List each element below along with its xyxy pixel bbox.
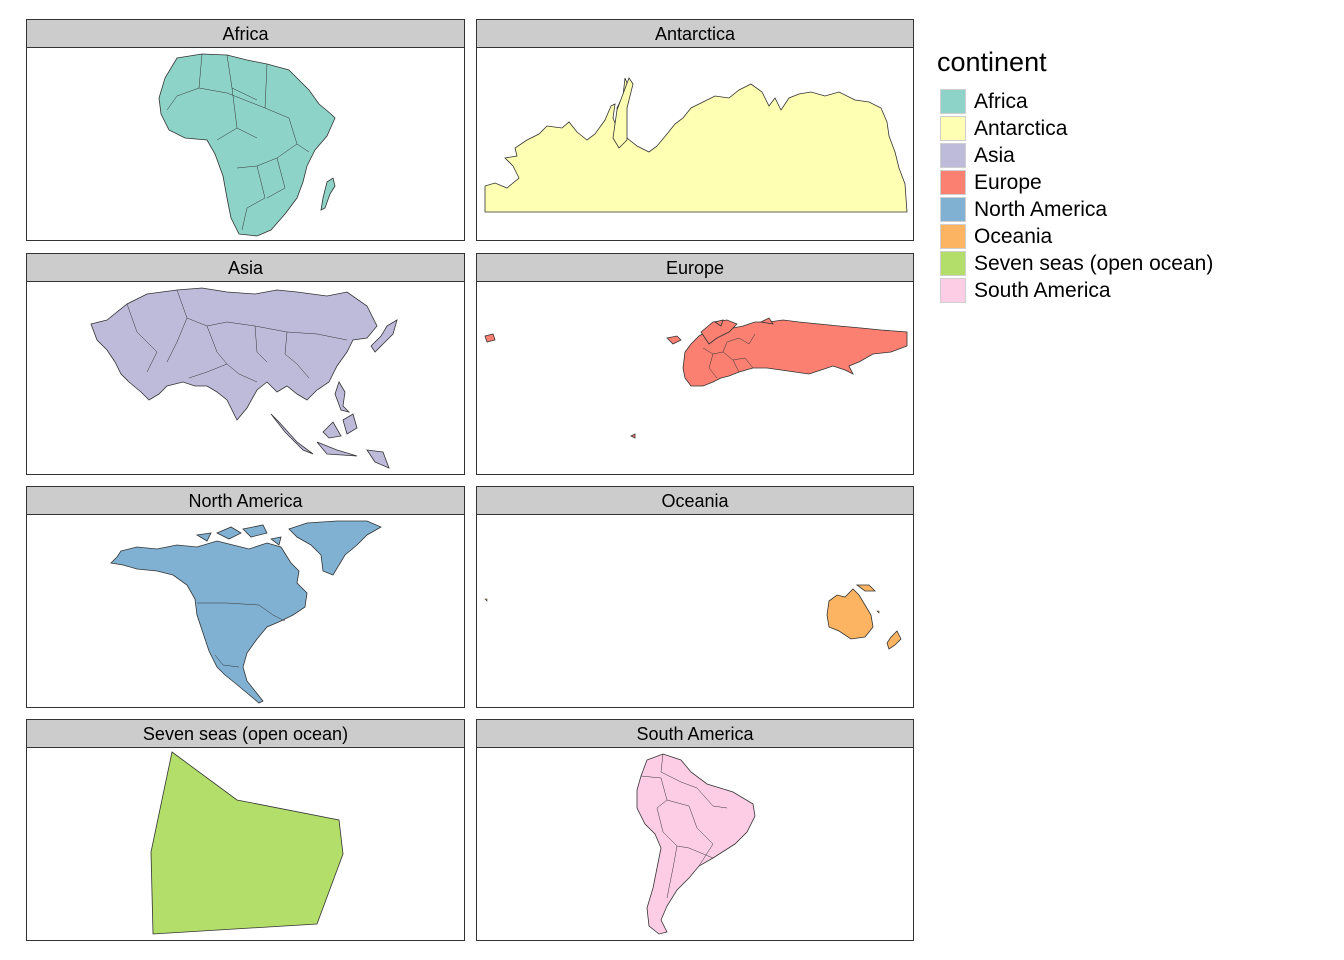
legend-swatch xyxy=(940,89,966,114)
country-borders xyxy=(702,333,756,379)
legend-swatch xyxy=(940,143,966,168)
map-panel xyxy=(476,282,914,475)
map-panel xyxy=(26,515,465,708)
facet-title: Asia xyxy=(26,253,465,282)
antarctica-landmass xyxy=(484,77,908,213)
facet-north-america: North America xyxy=(26,486,465,708)
country-borders xyxy=(640,753,728,899)
map-panel xyxy=(476,748,914,941)
legend-label: Oceania xyxy=(974,224,1053,248)
legend-label: Asia xyxy=(974,143,1015,167)
legend-swatch xyxy=(940,278,966,303)
legend-swatch xyxy=(940,251,966,276)
arctic-islands xyxy=(195,524,282,546)
country-borders xyxy=(166,53,310,231)
new-zealand-islands xyxy=(886,630,902,650)
legend-swatch xyxy=(940,197,966,222)
legend-label: North America xyxy=(974,197,1108,221)
madagascar-island xyxy=(320,177,336,211)
country-borders xyxy=(126,289,348,383)
country-borders xyxy=(197,602,286,668)
facet-oceania: Oceania xyxy=(476,486,914,708)
legend-label: Africa xyxy=(974,89,1028,113)
facet-south-america: South America xyxy=(476,719,914,941)
map-panel xyxy=(26,748,465,941)
facet-seven-seas: Seven seas (open ocean) xyxy=(26,719,465,941)
south-america-landmass xyxy=(636,753,756,935)
facet-antarctica: Antarctica xyxy=(476,19,914,241)
canary-islets xyxy=(630,433,636,439)
legend-label: Seven seas (open ocean) xyxy=(974,251,1214,275)
legend-items: Africa Antarctica Asia Europe North America O… xyxy=(937,88,1213,304)
legend-item: South America xyxy=(937,277,1213,304)
legend-item: Asia xyxy=(937,142,1213,169)
north-america-landmass xyxy=(110,540,308,704)
map-panel xyxy=(476,48,914,241)
legend-label: Antarctica xyxy=(974,116,1068,140)
facet-title: North America xyxy=(26,486,465,515)
legend-swatch xyxy=(940,170,966,195)
legend-label: Europe xyxy=(974,170,1042,194)
legend-title: continent xyxy=(937,47,1047,77)
facet-europe: Europe xyxy=(476,253,914,475)
antarctic-peninsula xyxy=(612,77,634,149)
asia-landmass xyxy=(90,287,378,421)
europe-landmass xyxy=(682,319,908,387)
indonesia-islands xyxy=(270,413,390,469)
greenland-tip xyxy=(484,333,496,343)
iceland-island xyxy=(666,335,682,345)
map-panel xyxy=(26,282,465,475)
facet-africa: Africa xyxy=(26,19,465,241)
legend: continent Africa Antarctica Asia Europe Nort… xyxy=(937,44,1213,304)
seven-seas-polygon xyxy=(150,751,344,935)
legend-item: Seven seas (open ocean) xyxy=(937,250,1213,277)
map-panel xyxy=(26,48,465,241)
facet-title: Europe xyxy=(476,253,914,282)
greenland-island xyxy=(288,520,382,576)
philippines-islands xyxy=(334,381,351,413)
legend-swatch xyxy=(940,224,966,249)
japan-islands xyxy=(370,319,398,353)
svalbard-islands xyxy=(714,317,774,327)
legend-swatch xyxy=(940,116,966,141)
map-panel xyxy=(476,515,914,708)
legend-item: North America xyxy=(937,196,1213,223)
australia-landmass xyxy=(826,588,874,640)
pacific-islets xyxy=(484,598,880,614)
legend-item: Antarctica xyxy=(937,115,1213,142)
legend-item: Oceania xyxy=(937,223,1213,250)
facet-asia: Asia xyxy=(26,253,465,475)
africa-landmass xyxy=(158,53,336,237)
facet-title: Seven seas (open ocean) xyxy=(26,719,465,748)
new-guinea-island xyxy=(855,584,876,592)
facet-title: Africa xyxy=(26,19,465,48)
legend-item: Europe xyxy=(937,169,1213,196)
facet-title: Antarctica xyxy=(476,19,914,48)
facet-title: South America xyxy=(476,719,914,748)
facet-title: Oceania xyxy=(476,486,914,515)
legend-item: Africa xyxy=(937,88,1213,115)
legend-label: South America xyxy=(974,278,1111,302)
